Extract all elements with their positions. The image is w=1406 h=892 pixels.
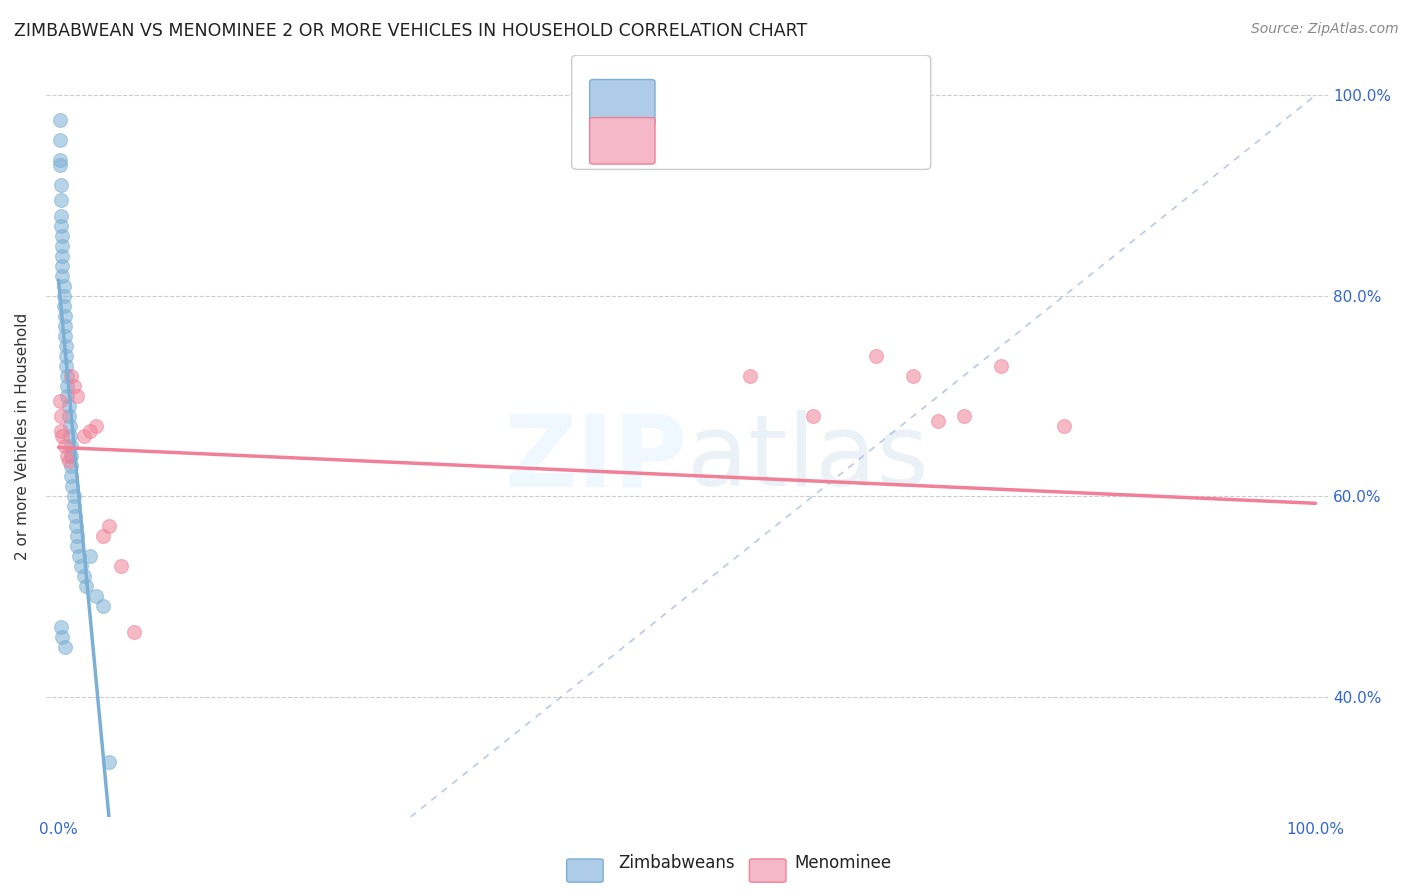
- Point: [903, 368, 925, 383]
- Point: [49, 194, 72, 208]
- Point: [59, 429, 82, 443]
- Text: 26: 26: [870, 121, 896, 139]
- Point: [91, 599, 114, 614]
- Point: [59, 419, 82, 434]
- Point: [62, 379, 84, 393]
- Point: [865, 349, 887, 363]
- Point: [51, 238, 73, 252]
- Point: [51, 429, 73, 443]
- Point: [56, 379, 79, 393]
- Point: [66, 529, 89, 543]
- Point: [49, 409, 72, 423]
- Point: [53, 309, 76, 323]
- FancyBboxPatch shape: [589, 79, 655, 126]
- Point: [79, 424, 101, 438]
- Text: N =: N =: [808, 121, 849, 139]
- Point: [738, 368, 761, 383]
- Point: [55, 359, 77, 373]
- Point: [58, 409, 80, 423]
- Text: N =: N =: [808, 78, 849, 96]
- Point: [79, 549, 101, 564]
- Point: [56, 368, 79, 383]
- Point: [51, 259, 73, 273]
- Point: [62, 489, 84, 503]
- Point: [49, 178, 72, 193]
- Text: 0.113: 0.113: [723, 78, 780, 96]
- Point: [53, 318, 76, 333]
- Point: [97, 755, 120, 769]
- Text: Source: ZipAtlas.com: Source: ZipAtlas.com: [1251, 22, 1399, 37]
- Text: atlas: atlas: [688, 410, 929, 508]
- Point: [60, 469, 83, 483]
- Point: [49, 158, 72, 172]
- Point: [55, 339, 77, 353]
- Text: Menominee: Menominee: [794, 855, 891, 872]
- Text: 51: 51: [870, 78, 896, 96]
- Point: [801, 409, 824, 423]
- Point: [58, 399, 80, 413]
- Point: [62, 500, 84, 514]
- Y-axis label: 2 or more Vehicles in Household: 2 or more Vehicles in Household: [15, 312, 30, 559]
- Point: [52, 299, 75, 313]
- Point: [53, 640, 76, 654]
- Point: [84, 419, 107, 434]
- Point: [49, 133, 72, 147]
- Point: [63, 509, 86, 524]
- Point: [49, 424, 72, 438]
- Point: [60, 459, 83, 474]
- Point: [55, 349, 77, 363]
- Text: Zimbabweans: Zimbabweans: [619, 855, 735, 872]
- Point: [49, 209, 72, 223]
- Text: R =: R =: [661, 121, 700, 139]
- Point: [70, 559, 93, 574]
- Point: [75, 579, 97, 593]
- Point: [73, 429, 96, 443]
- Point: [1053, 419, 1076, 434]
- Point: [97, 519, 120, 533]
- Point: [52, 278, 75, 293]
- Point: [60, 439, 83, 453]
- FancyBboxPatch shape: [589, 118, 655, 164]
- Point: [952, 409, 974, 423]
- Point: [51, 268, 73, 283]
- Point: [122, 624, 145, 639]
- Point: [49, 219, 72, 233]
- Text: R =: R =: [661, 78, 700, 96]
- Point: [990, 359, 1012, 373]
- Point: [65, 519, 87, 533]
- Text: ZIP: ZIP: [505, 410, 688, 508]
- Point: [66, 539, 89, 553]
- Point: [51, 249, 73, 263]
- Point: [56, 389, 79, 403]
- Point: [53, 439, 76, 453]
- Point: [110, 559, 132, 574]
- Point: [91, 529, 114, 543]
- Text: 0.221: 0.221: [723, 121, 780, 139]
- Point: [60, 368, 83, 383]
- Point: [49, 619, 72, 633]
- Point: [51, 228, 73, 243]
- Point: [60, 479, 83, 493]
- Point: [60, 449, 83, 463]
- Point: [49, 113, 72, 128]
- Point: [84, 590, 107, 604]
- Point: [67, 549, 90, 564]
- Text: ZIMBABWEAN VS MENOMINEE 2 OR MORE VEHICLES IN HOUSEHOLD CORRELATION CHART: ZIMBABWEAN VS MENOMINEE 2 OR MORE VEHICL…: [14, 22, 807, 40]
- Point: [49, 153, 72, 168]
- Point: [73, 569, 96, 583]
- Point: [52, 289, 75, 303]
- Point: [56, 449, 79, 463]
- Point: [49, 394, 72, 409]
- Point: [66, 389, 89, 403]
- Point: [58, 454, 80, 468]
- Point: [53, 328, 76, 343]
- FancyBboxPatch shape: [572, 55, 931, 169]
- Point: [927, 414, 949, 428]
- Point: [51, 630, 73, 644]
